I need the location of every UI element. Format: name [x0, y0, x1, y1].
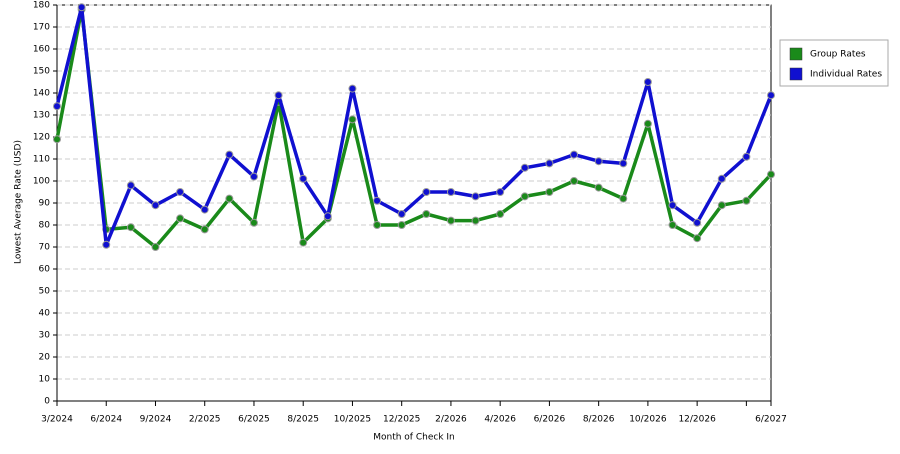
x-tick-label: 2/2025 [189, 415, 221, 425]
data-point [619, 194, 628, 203]
x-tick-label: 9/2024 [140, 415, 172, 425]
data-point [520, 192, 529, 201]
data-point [397, 221, 406, 229]
data-point [200, 205, 209, 214]
data-point [176, 188, 185, 196]
x-tick-label: 3/2024 [41, 415, 73, 425]
legend-swatch [789, 47, 803, 61]
y-tick-label: 50 [39, 287, 51, 297]
data-point [570, 150, 579, 159]
y-tick-label: 150 [33, 67, 50, 77]
x-tick-label: 6/2026 [534, 415, 566, 425]
legend-swatch [789, 67, 803, 81]
data-point [742, 152, 751, 161]
x-tick-label: 6/2025 [238, 415, 270, 425]
y-tick-label: 20 [39, 353, 51, 363]
data-point [668, 201, 677, 210]
x-tick-label: 12/2025 [383, 415, 420, 425]
y-tick-label: 70 [39, 243, 51, 253]
data-point [373, 196, 382, 205]
data-point [422, 210, 431, 218]
data-point [545, 159, 554, 168]
y-tick-label: 80 [39, 221, 51, 231]
data-point [496, 210, 505, 218]
data-point [668, 221, 677, 229]
x-tick-label: 6/2027 [755, 415, 787, 425]
x-axis-title: Month of Check In [373, 433, 455, 443]
data-point [249, 218, 258, 227]
data-point [717, 174, 726, 183]
legend-label: Individual Rates [810, 70, 882, 80]
data-point [299, 238, 308, 247]
x-tick-label: 2/2026 [435, 415, 467, 425]
y-tick-label: 120 [33, 133, 50, 143]
data-point [643, 78, 652, 86]
data-point [323, 212, 332, 221]
y-tick-label: 0 [44, 397, 50, 407]
data-point [767, 170, 775, 179]
data-point [200, 225, 209, 234]
y-tick-label: 180 [33, 1, 50, 11]
data-point [151, 201, 160, 210]
data-point [126, 223, 135, 232]
data-point [176, 214, 185, 223]
data-point [422, 188, 431, 196]
data-point [767, 91, 775, 100]
data-point [742, 196, 751, 205]
y-tick-label: 30 [39, 331, 51, 341]
data-point [471, 216, 480, 225]
x-tick-label: 12/2026 [678, 415, 716, 425]
x-tick-label: 10/2026 [629, 415, 667, 425]
data-point [102, 240, 111, 249]
data-point [53, 102, 61, 111]
data-point [446, 188, 455, 196]
y-tick-label: 130 [33, 111, 50, 121]
data-point [594, 157, 603, 166]
y-tick-label: 140 [33, 89, 50, 99]
data-point [348, 84, 357, 93]
data-point [520, 163, 529, 172]
x-tick-label: 4/2026 [484, 415, 516, 425]
data-point [471, 192, 480, 201]
y-tick-label: 10 [39, 375, 51, 385]
data-point [619, 159, 628, 168]
legend-label: Group Rates [810, 50, 866, 60]
data-point [126, 181, 135, 190]
data-point [373, 221, 382, 229]
data-point [446, 216, 455, 225]
y-tick-label: 170 [33, 23, 50, 33]
x-tick-label: 10/2025 [334, 415, 371, 425]
y-tick-label: 40 [39, 309, 51, 319]
data-point [545, 188, 554, 196]
data-point [594, 183, 603, 192]
y-tick-label: 60 [39, 265, 51, 275]
data-point [693, 234, 702, 243]
data-point [348, 115, 357, 124]
data-point [151, 243, 160, 251]
data-point [496, 188, 505, 196]
data-point [397, 210, 406, 218]
data-point [77, 3, 86, 12]
data-point [225, 150, 234, 159]
data-point [693, 218, 702, 227]
y-tick-label: 90 [39, 199, 51, 209]
data-point [249, 172, 258, 181]
x-tick-label: 8/2025 [287, 415, 319, 425]
data-point [299, 174, 308, 183]
series-line [55, 5, 773, 247]
x-tick-label: 6/2024 [90, 415, 122, 425]
data-point [717, 201, 726, 210]
data-point [643, 119, 652, 128]
y-tick-label: 110 [33, 155, 50, 165]
y-axis-title: Lowest Average Rate (USD) [14, 140, 24, 264]
data-point [225, 194, 234, 203]
y-tick-label: 100 [33, 177, 50, 187]
data-point [570, 177, 579, 185]
y-tick-label: 160 [33, 45, 50, 55]
data-point [53, 135, 61, 144]
data-point [274, 91, 283, 100]
x-tick-label: 8/2026 [583, 415, 615, 425]
series-line [55, 7, 773, 249]
